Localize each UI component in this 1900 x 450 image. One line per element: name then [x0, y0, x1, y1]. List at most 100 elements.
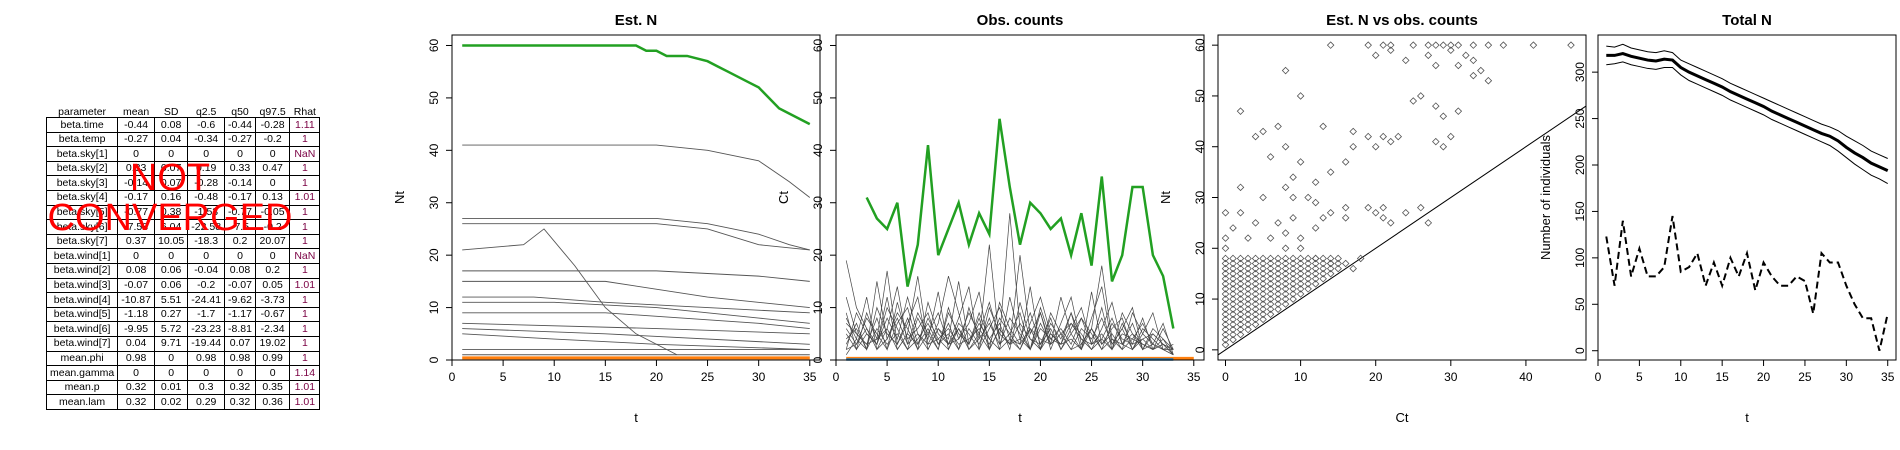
- scatter-point: [1229, 310, 1237, 319]
- scatter-point: [1567, 41, 1575, 49]
- scatter-point: [1424, 219, 1433, 227]
- table-cell: 0: [153, 350, 189, 367]
- table-row: beta.wind[5] -1.18 0.27 -1.7 -1.17 -0.67 1: [45, 306, 321, 323]
- table-row: beta.wind[7] 0.04 9.71 -19.44 0.07 19.02 1: [45, 335, 321, 352]
- scatter-point: [1296, 290, 1305, 298]
- table-cell: -0.28: [254, 117, 291, 133]
- scatter-point: [1236, 259, 1245, 268]
- scatter-point: [1274, 259, 1282, 268]
- scatter-point: [1229, 300, 1237, 308]
- table-cell: -0.05: [254, 204, 291, 221]
- scatter-point: [1229, 285, 1237, 293]
- y-tick-label-4: 250: [1573, 108, 1587, 128]
- scatter-point: [1417, 92, 1425, 100]
- table-cell: 6.04: [153, 219, 189, 235]
- scatter-point: [1236, 285, 1245, 293]
- scatter-point: [1386, 137, 1395, 146]
- scatter-point: [1244, 269, 1252, 278]
- scatter-point: [1274, 264, 1282, 273]
- table-cell: beta.sky[1]: [45, 146, 119, 162]
- scatter-point: [1304, 285, 1312, 293]
- lower-ci-line: [1606, 61, 1888, 185]
- y-tick-label-2: 10: [811, 301, 825, 315]
- table-cell: beta.temp: [45, 131, 119, 148]
- background-series-line: [462, 144, 811, 198]
- scatter-point: [1371, 51, 1380, 60]
- x-tick-label-1: 10: [548, 370, 562, 384]
- scatter-point: [1281, 66, 1290, 75]
- scatter-point: [1484, 76, 1493, 85]
- scatter-point: [1221, 208, 1230, 217]
- scatter-point: [1477, 66, 1485, 75]
- table-row: beta.wind[3] -0.07 0.06 -0.2 -0.07 0.05 1.01: [45, 277, 321, 294]
- background-series-line: [462, 312, 810, 329]
- scatter-point: [1221, 254, 1230, 263]
- scatter-point: [1236, 320, 1245, 329]
- x-tick-label-4: 10: [1674, 370, 1688, 384]
- scatter-point: [1432, 102, 1440, 110]
- table-cell: 20.07: [254, 233, 291, 250]
- scatter-point: [1304, 280, 1312, 288]
- table-row: beta.sky[2] 0.33 0.07 0.19 0.33 0.47 1: [45, 160, 321, 177]
- table-cell: 1: [289, 306, 321, 323]
- scatter-point: [1274, 280, 1282, 288]
- scatter-point: [1311, 254, 1320, 263]
- scatter-point: [1319, 264, 1327, 273]
- scatter-point: [1244, 310, 1252, 319]
- x-tick-label-1: 0: [449, 370, 456, 384]
- scatter-point: [1244, 290, 1252, 298]
- scatter-point: [1432, 41, 1440, 49]
- scatter-point: [1296, 244, 1305, 253]
- x-tick-label-1: 35: [803, 370, 817, 384]
- scatter-point: [1259, 310, 1267, 319]
- scatter-point: [1304, 269, 1312, 278]
- scatter-point: [1274, 290, 1282, 298]
- scatter-point: [1289, 280, 1297, 288]
- background-series-line: [462, 223, 810, 251]
- x-tick-label-1: 5: [500, 370, 507, 384]
- y-tick-label-3: 60: [1193, 38, 1207, 52]
- table-cell: 1.01: [289, 379, 321, 396]
- scatter-point: [1289, 269, 1297, 278]
- y-tick-label-4: 200: [1573, 155, 1587, 175]
- scatter-point: [1221, 295, 1230, 303]
- scatter-point: [1266, 269, 1275, 278]
- scatter-point: [1251, 290, 1260, 298]
- table-cell: -0.14: [117, 175, 155, 191]
- table-cell: beta.sky[5]: [45, 204, 119, 221]
- scatter-point: [1251, 264, 1260, 273]
- scatter-point: [1454, 61, 1463, 70]
- scatter-point: [1447, 46, 1455, 55]
- scatter-point: [1401, 208, 1410, 217]
- scatter-point: [1304, 274, 1312, 283]
- scatter-point: [1221, 335, 1230, 344]
- scatter-point: [1289, 259, 1297, 268]
- background-series-line: [462, 301, 810, 324]
- x-tick-label-3: 40: [1519, 370, 1533, 384]
- scatter-point: [1251, 320, 1260, 329]
- scatter-point: [1251, 259, 1260, 268]
- scatter-point: [1236, 183, 1245, 192]
- y-tick-label-1: 10: [427, 301, 441, 315]
- scatter-point: [1236, 325, 1245, 334]
- scatter-point: [1289, 254, 1297, 263]
- scatter-point: [1266, 300, 1275, 308]
- scatter-point: [1326, 259, 1335, 268]
- table-row: beta.wind[6] -9.95 5.72 -23.23 -8.81 -2.34 1: [45, 321, 321, 337]
- scatter-point: [1244, 259, 1252, 268]
- scatter-point: [1274, 269, 1282, 278]
- scatter-point: [1289, 193, 1297, 202]
- scatter-point: [1221, 234, 1230, 242]
- scatter-point: [1251, 280, 1260, 288]
- table-row: beta.sky[3] -0.14 0.07 -0.28 -0.14 0 1: [45, 175, 321, 191]
- scatter-point: [1379, 203, 1387, 212]
- scatter-point: [1289, 173, 1297, 181]
- scatter-point: [1311, 280, 1320, 288]
- scatter-point: [1289, 295, 1297, 303]
- plot-frame-2: [835, 34, 1205, 361]
- scatter-point: [1236, 300, 1245, 308]
- scatter-point: [1424, 51, 1433, 60]
- table-cell: -23.23: [187, 321, 226, 337]
- scatter-point: [1281, 254, 1290, 263]
- scatter-point: [1221, 325, 1230, 334]
